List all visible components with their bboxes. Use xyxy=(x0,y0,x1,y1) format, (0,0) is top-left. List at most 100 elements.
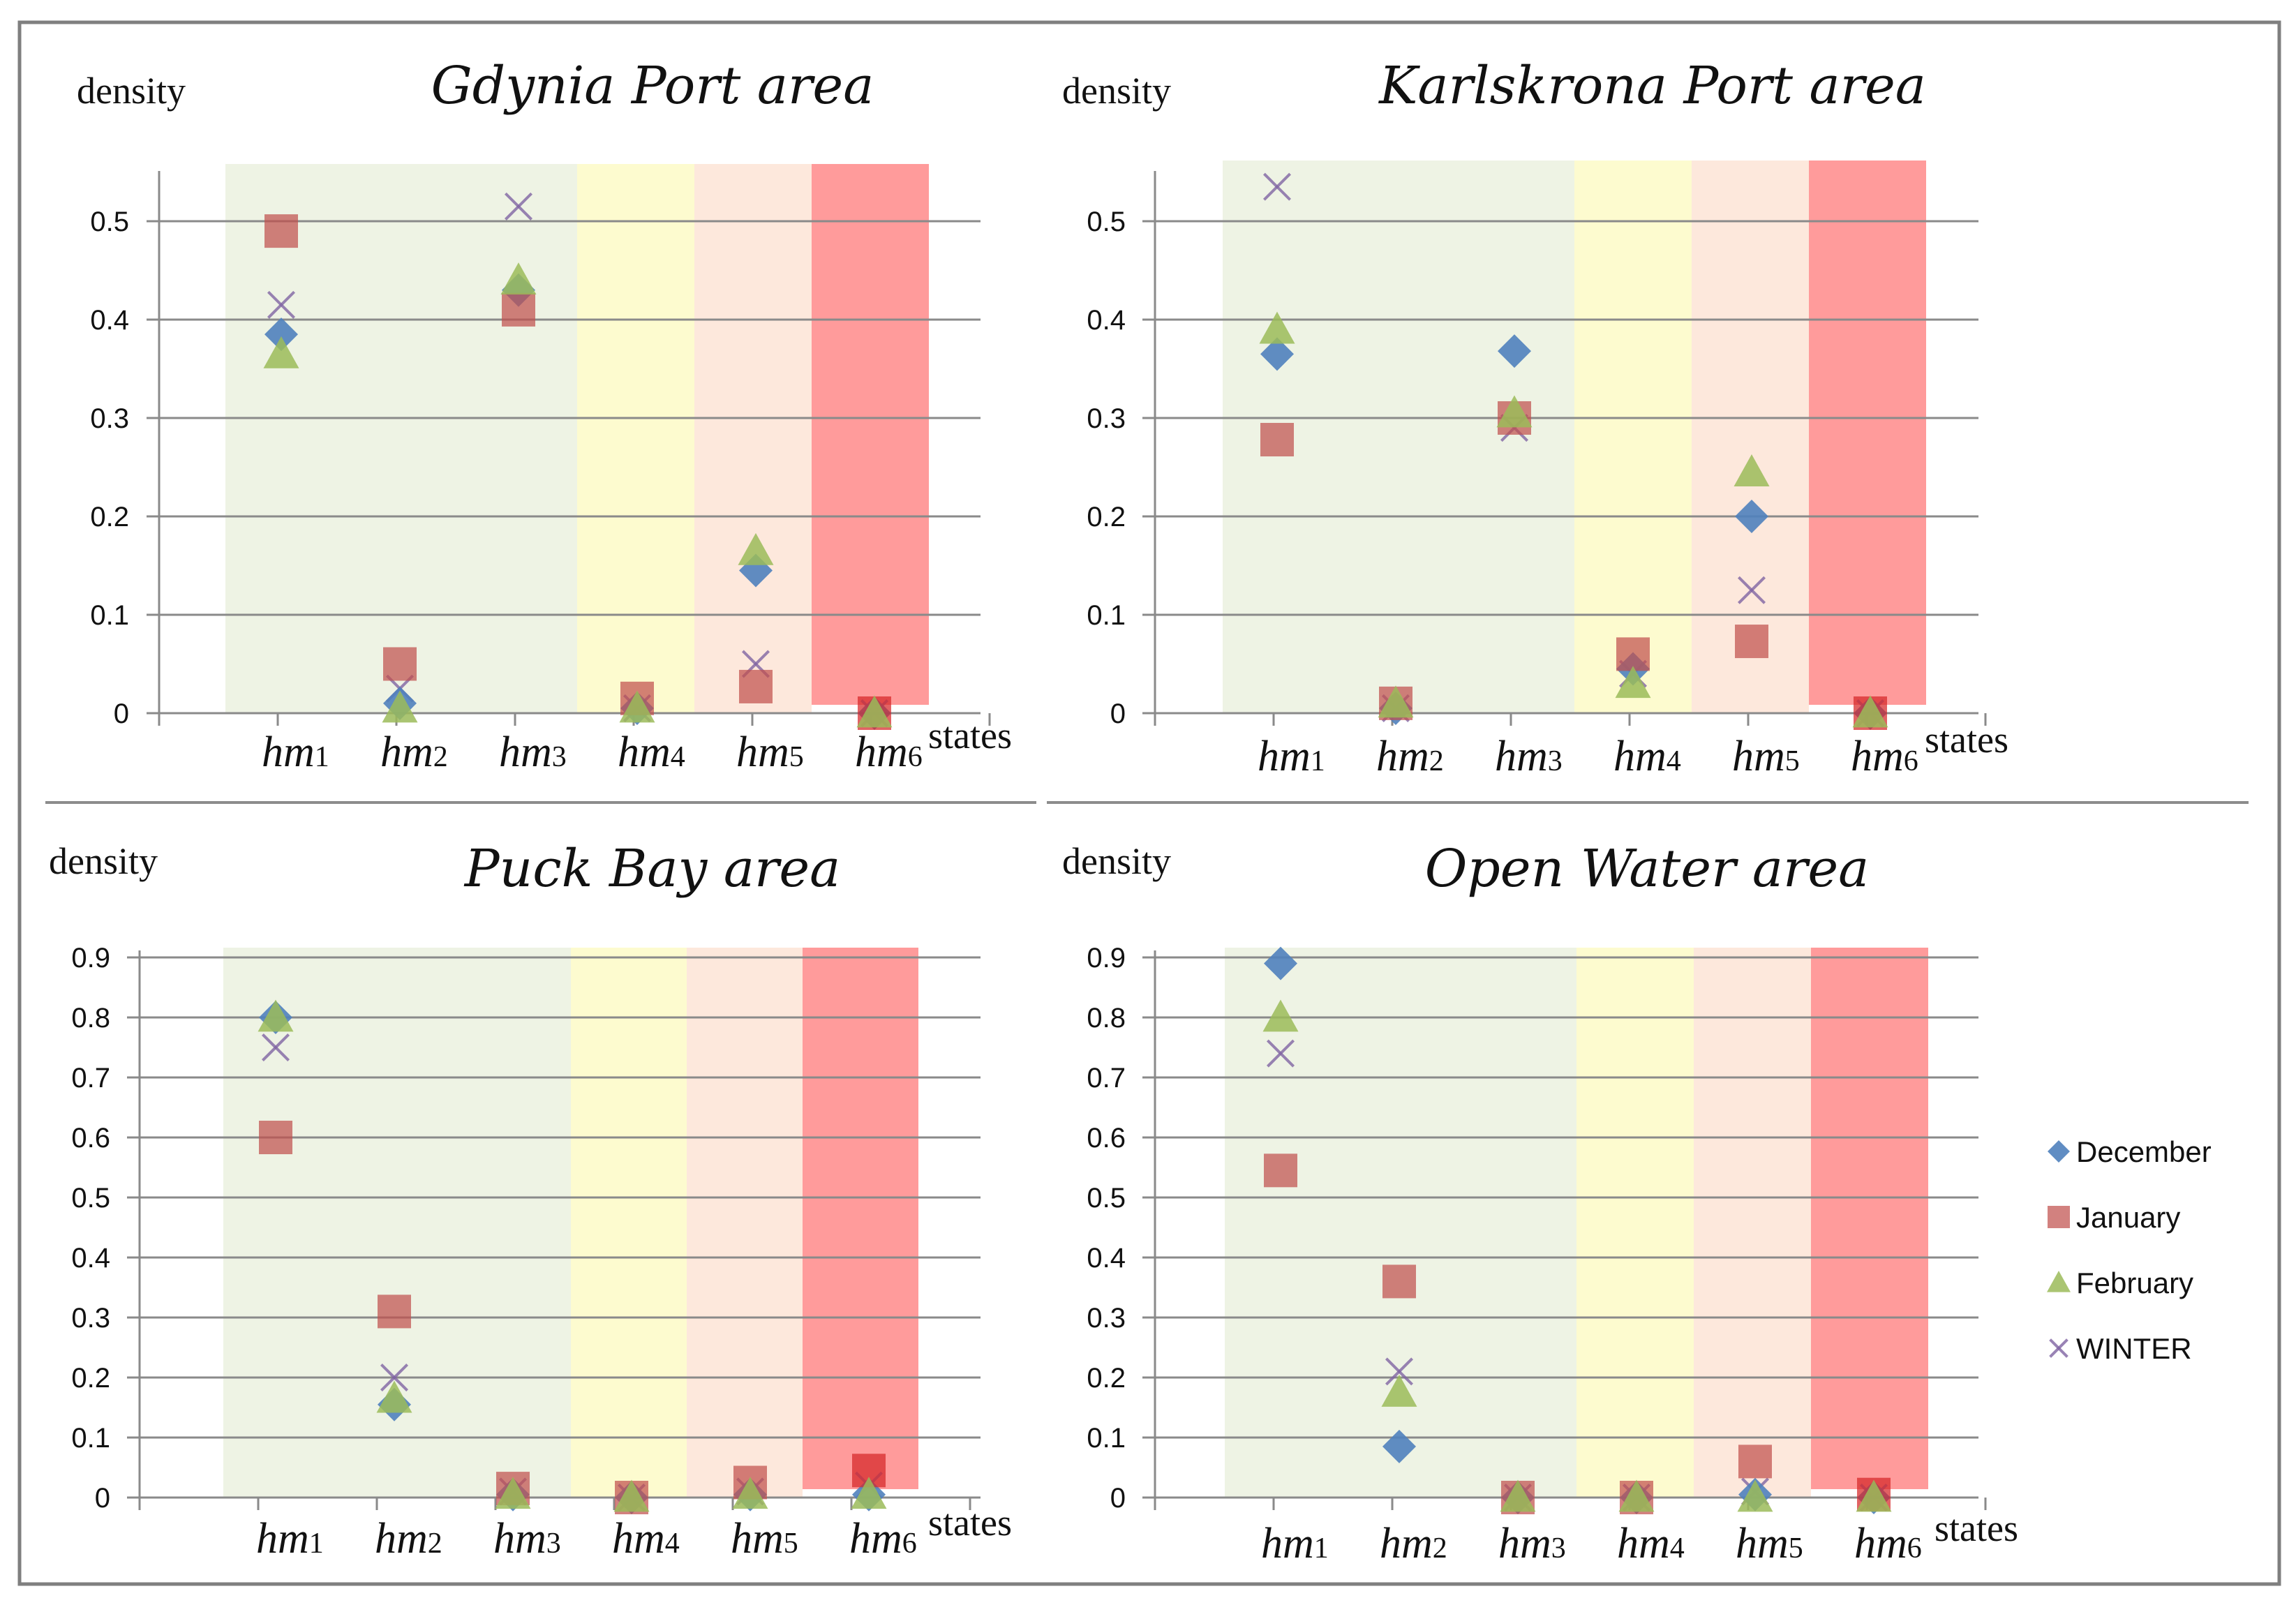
y-tick-label: 0.2 xyxy=(1087,502,1126,532)
state-band-4 xyxy=(571,948,687,1498)
marker-winter-hm2 xyxy=(380,1363,409,1392)
marker-january-hm5 xyxy=(739,669,773,703)
y-tick-label: 0 xyxy=(114,699,129,729)
y-tick-label: 0.2 xyxy=(90,502,129,532)
marker-february-hm4 xyxy=(619,690,655,723)
x-tick-subscript: 1 xyxy=(1314,1532,1329,1565)
marker-winter-hm1-stroke-b xyxy=(1266,1039,1295,1068)
y-tick-label: 0.5 xyxy=(71,1183,110,1214)
x-tick-subscript: 6 xyxy=(1904,745,1918,777)
state-band-6 xyxy=(803,948,918,1489)
marker-february-hm6 xyxy=(851,1477,887,1509)
state-band-2 xyxy=(1342,948,1459,1498)
state-band-5 xyxy=(1694,948,1811,1498)
marker-february-hm5 xyxy=(732,1477,768,1509)
marker-winter-hm2-stroke-b xyxy=(1385,1357,1414,1386)
y-tick-label: 0.5 xyxy=(90,207,129,237)
state-band-1 xyxy=(225,164,343,713)
marker-february-hm6 xyxy=(856,695,893,728)
x-tick-label: hm5 xyxy=(731,1515,798,1562)
marker-february-hm3 xyxy=(495,1477,531,1509)
legend-marker-winter xyxy=(2049,1338,2068,1358)
marker-winter-hm5 xyxy=(1737,576,1766,604)
state-band-2 xyxy=(343,164,460,713)
x-tick-subscript: 6 xyxy=(908,741,923,773)
marker-winter-hm1-stroke-b xyxy=(1262,172,1292,201)
y-tick-label: 0.6 xyxy=(1087,1123,1126,1154)
y-tick-label: 0.6 xyxy=(71,1123,110,1154)
y-tick-label: 0.3 xyxy=(1087,1303,1126,1334)
marker-january-hm2 xyxy=(1382,1264,1416,1299)
state-band-5 xyxy=(687,948,803,1498)
chart-gdynia-port-area: density Gdynia Port area states 0 0.1 0.2 0… xyxy=(77,56,1012,776)
marker-february-hm1 xyxy=(258,999,294,1032)
marker-february-hm2 xyxy=(1381,1375,1417,1407)
marker-january-hm5 xyxy=(1735,625,1768,659)
x-tick-label: hm3 xyxy=(493,1515,561,1562)
chart-title: Open Water area xyxy=(1425,839,1870,899)
marker-february-hm4 xyxy=(1618,1479,1655,1512)
state-band-1 xyxy=(1225,948,1342,1498)
y-tick-label: 0 xyxy=(1110,699,1126,729)
x-tick-subscript: 6 xyxy=(902,1528,917,1560)
state-band-1 xyxy=(223,948,339,1498)
x-tick-subscript: 2 xyxy=(1429,745,1444,777)
y-tick-label: 0.2 xyxy=(71,1363,110,1394)
marker-winter-hm3-stroke-b xyxy=(504,192,533,221)
marker-january-hm1 xyxy=(259,1121,292,1154)
x-tick-subscript: 3 xyxy=(546,1528,561,1560)
marker-winter-hm1 xyxy=(267,290,296,319)
x-axis-label: states xyxy=(928,715,1012,756)
marker-winter-hm1 xyxy=(1266,1039,1295,1068)
chart-title: Gdynia Port area xyxy=(431,56,874,116)
marker-february-hm4 xyxy=(613,1479,650,1512)
x-tick-subscript: 2 xyxy=(1433,1532,1447,1565)
chart-karlskrona-port-area: density Karlskrona Port area states 0 0.1… xyxy=(1062,56,2008,780)
y-tick-label: 0.8 xyxy=(1087,1003,1126,1033)
legend-marker-january xyxy=(2048,1206,2070,1228)
marker-winter-hm3 xyxy=(504,192,533,221)
x-tick-subscript: 2 xyxy=(433,741,448,773)
marker-january-hm1 xyxy=(264,214,298,248)
y-tick-label: 0.5 xyxy=(1087,207,1126,237)
marker-february-hm1 xyxy=(1259,311,1295,344)
state-band-6 xyxy=(1811,948,1928,1489)
y-tick-label: 0.1 xyxy=(1087,1423,1126,1454)
y-tick-label: 0.1 xyxy=(71,1423,110,1454)
legend-label-winter: WINTER xyxy=(2076,1332,2192,1365)
marker-january-hm2 xyxy=(383,647,417,681)
marker-february-hm3 xyxy=(1500,1479,1536,1512)
marker-february-hm2 xyxy=(1378,685,1414,718)
y-tick-label: 0.4 xyxy=(90,305,129,336)
marker-winter-hm1 xyxy=(1262,172,1292,201)
marker-february-hm6 xyxy=(1852,695,1888,728)
x-tick-subscript: 5 xyxy=(789,741,804,773)
state-band-3 xyxy=(1459,948,1576,1498)
y-tick-label: 0.4 xyxy=(71,1243,110,1274)
y-tick-label: 0.3 xyxy=(90,403,129,434)
x-tick-subscript: 4 xyxy=(1670,1532,1685,1565)
marker-january-hm5 xyxy=(1738,1444,1772,1479)
marker-december-hm1 xyxy=(264,318,298,352)
marker-february-hm5 xyxy=(738,532,774,565)
marker-winter-hm1-stroke-b xyxy=(261,1033,290,1062)
chart-open-water-area: density Open Water area states 0 0.1 0.2 0.… xyxy=(1062,839,2018,1567)
legend-marker-february xyxy=(2047,1271,2071,1292)
state-band-6 xyxy=(812,164,929,705)
x-tick-subscript: 3 xyxy=(552,741,567,773)
y-tick-label: 0.3 xyxy=(71,1303,110,1334)
y-tick-label: 0.4 xyxy=(1087,1243,1126,1274)
x-tick-subscript: 5 xyxy=(1785,745,1800,777)
marker-january-hm4 xyxy=(1616,637,1650,671)
x-tick-subscript: 6 xyxy=(1907,1532,1922,1565)
y-tick-label: 0.8 xyxy=(71,1003,110,1033)
x-tick-subscript: 4 xyxy=(1667,745,1681,777)
marker-february-hm4 xyxy=(1615,666,1651,699)
state-band-5 xyxy=(1692,160,1809,713)
state-band-3 xyxy=(455,948,571,1498)
state-band-6 xyxy=(1809,160,1926,705)
legend-label-january: January xyxy=(2076,1201,2180,1234)
state-band-3 xyxy=(1457,160,1574,713)
marker-december-hm5 xyxy=(1735,500,1768,533)
